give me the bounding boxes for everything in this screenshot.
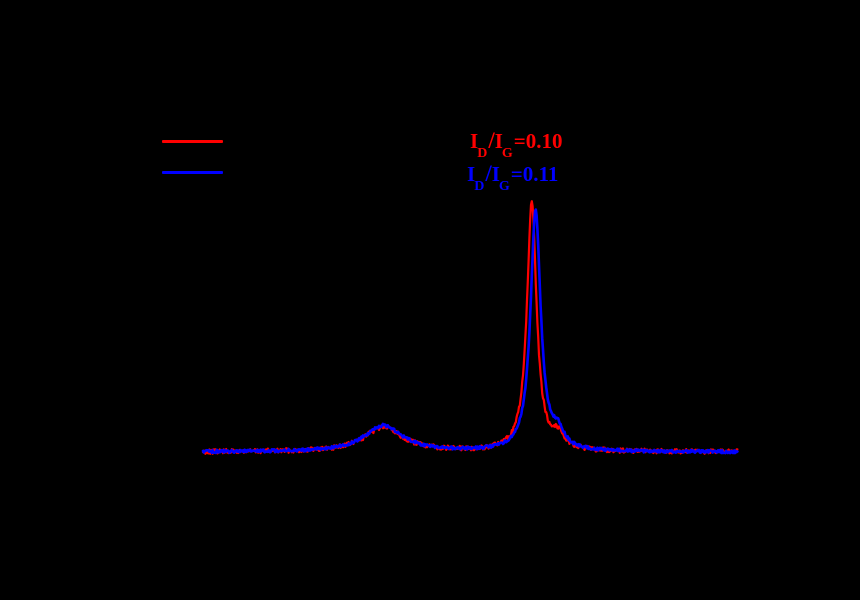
red-spectrum-curve [201,200,739,455]
blue-spectrum-curve [201,208,739,455]
legend-line-red-icon [162,140,223,143]
id-ig-ratio-label-blue: ID/IG=0.11 [467,161,559,195]
id-ig-ratio-label-red: ID/IG=0.10 [470,128,563,162]
ratio-text: I [467,162,476,186]
ratio-text: I [470,129,479,153]
legend-line-blue-icon [162,171,223,174]
